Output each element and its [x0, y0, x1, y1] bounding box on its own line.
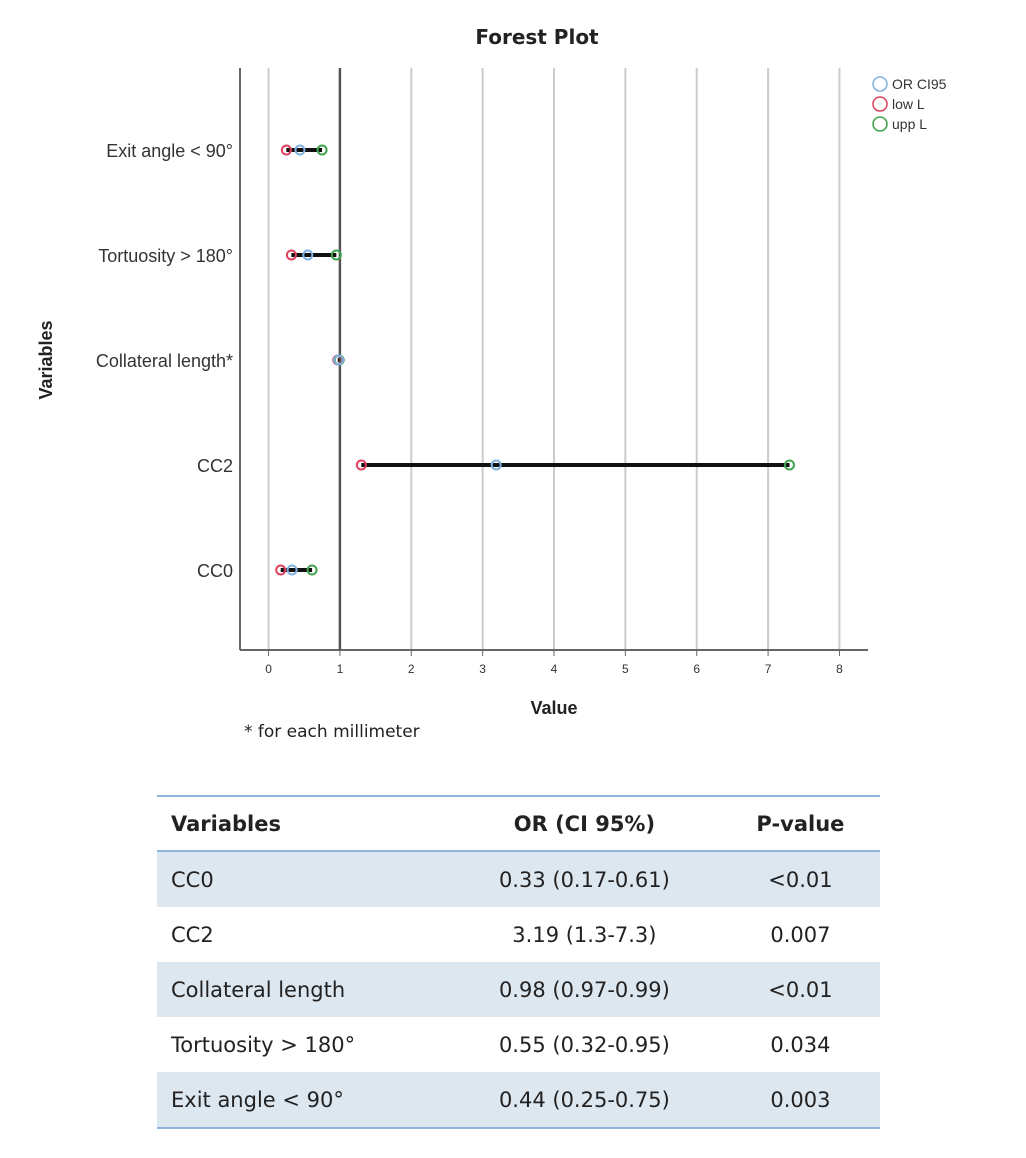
chart-title: Forest Plot [475, 25, 599, 49]
header-or: OR (CI 95%) [447, 796, 721, 852]
y-tick-label: Tortuosity > 180° [98, 246, 233, 266]
legend-marker [872, 116, 888, 132]
forest-plot: Forest Plot 0 1 2 3 4 5 6 7 8 Value Variables Exit a… [36, 25, 947, 718]
cell-variable: Tortuosity > 180° [171, 1032, 356, 1057]
y-tick-label: Exit angle < 90° [106, 141, 233, 161]
cell-p: 0.034 [770, 1032, 831, 1057]
point-or-ci95 [294, 144, 306, 156]
header-pvalue: P-value [720, 796, 880, 852]
point-low-l [285, 249, 297, 261]
cell-p: <0.01 [720, 851, 880, 907]
footnote: * for each millimeter [244, 722, 420, 742]
y-tick-label: CC0 [197, 561, 233, 581]
point-or-ci95 [490, 459, 502, 471]
legend-label: low L [892, 96, 925, 112]
cell-variable: Collateral length [157, 962, 448, 1017]
cell-or: 3.19 (1.3-7.3) [512, 922, 657, 947]
x-tick-label: 0 [265, 662, 272, 676]
point-upp-l [316, 144, 328, 156]
cell-or: 0.33 (0.17-0.61) [447, 851, 721, 907]
x-tick-label: 1 [337, 662, 344, 676]
cell-p: <0.01 [720, 962, 880, 1017]
table-header: Variables OR (CI 95%) P-value [157, 796, 880, 852]
x-axis-label: Value [530, 698, 577, 718]
x-tick-label: 8 [836, 662, 843, 676]
point-upp-l [306, 564, 318, 576]
y-axis-label: Variables [36, 320, 56, 399]
point-upp-l [330, 249, 342, 261]
results-table: Variables OR (CI 95%) P-value CC0 0.33 (0… [157, 795, 880, 1129]
legend-label: upp L [892, 116, 927, 132]
point-upp-l [784, 459, 795, 471]
y-tick-label: Collateral length* [96, 351, 233, 371]
cell-variable: Exit angle < 90° [157, 1072, 448, 1128]
x-tick-label: 5 [622, 662, 629, 676]
cell-p: 0.003 [720, 1072, 880, 1128]
point-low-l [275, 564, 287, 576]
legend-marker [872, 96, 888, 112]
point-or-ci95 [302, 249, 314, 261]
x-tick-label: 2 [408, 662, 415, 676]
point-or-ci95 [332, 354, 344, 366]
y-tick-label: CC2 [197, 456, 233, 476]
cell-or: 0.55 (0.32-0.95) [498, 1032, 670, 1057]
point-low-l [355, 459, 367, 471]
point-or-ci95 [286, 564, 298, 576]
legend-marker [872, 76, 888, 92]
table-row: CC0 0.33 (0.17-0.61) <0.01 [157, 851, 880, 907]
table-row: Exit angle < 90° 0.44 (0.25-0.75) 0.003 [157, 1072, 880, 1128]
table-row: CC2 3.19 (1.3-7.3) 0.007 [157, 907, 880, 962]
point-low-l [280, 144, 292, 156]
cell-variable: CC2 [171, 922, 214, 947]
cell-or: 0.98 (0.97-0.99) [447, 962, 721, 1017]
x-tick-label: 7 [765, 662, 772, 676]
header-variables: Variables [157, 796, 448, 852]
x-tick-label: 4 [551, 662, 558, 676]
legend-label: OR CI95 [892, 76, 947, 92]
table-row: Collateral length 0.98 (0.97-0.99) <0.01 [157, 962, 880, 1017]
cell-variable: CC0 [157, 851, 448, 907]
table-row: Tortuosity > 180° 0.55 (0.32-0.95) 0.034 [157, 1017, 880, 1072]
x-tick-label: 6 [693, 662, 700, 676]
cell-p: 0.007 [770, 922, 831, 947]
x-tick-label: 3 [479, 662, 486, 676]
cell-or: 0.44 (0.25-0.75) [447, 1072, 721, 1128]
